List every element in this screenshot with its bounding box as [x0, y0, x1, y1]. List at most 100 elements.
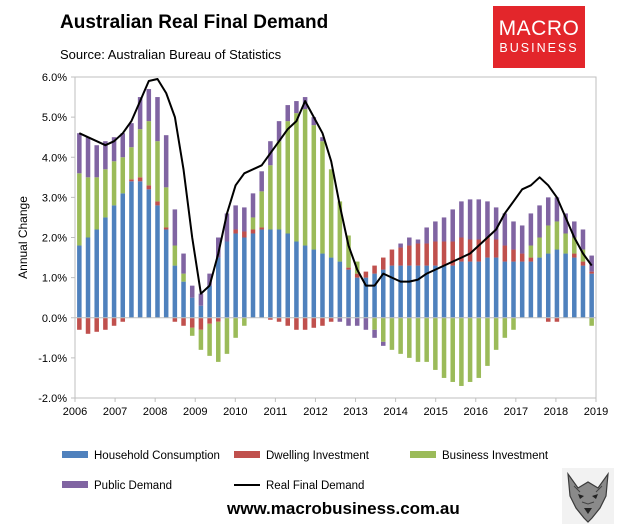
bar-public-demand	[129, 123, 134, 148]
bar-household-consumption	[572, 257, 577, 318]
bar-dwelling-investment	[433, 241, 438, 266]
bar-public-demand	[572, 221, 577, 238]
bar-dwelling-investment	[181, 317, 186, 326]
bar-dwelling-investment	[372, 265, 377, 274]
bar-dwelling-investment	[163, 227, 169, 230]
bar-public-demand	[563, 213, 568, 234]
bar-dwelling-investment	[207, 317, 212, 324]
bar-public-demand	[554, 197, 560, 222]
bar-business-investment	[554, 221, 560, 250]
bar-household-consumption	[216, 257, 221, 318]
bar-business-investment	[493, 317, 499, 350]
bar-public-demand	[580, 229, 586, 250]
bar-business-investment	[276, 141, 282, 230]
bar-household-consumption	[554, 249, 560, 318]
bar-business-investment	[580, 249, 586, 262]
macrobusiness-logo[interactable]: MACRO BUSINESS	[493, 6, 585, 68]
bar-household-consumption	[372, 273, 377, 318]
bar-dwelling-investment	[268, 317, 273, 320]
bar-household-consumption	[294, 241, 299, 318]
bar-dwelling-investment	[85, 317, 91, 334]
x-tick-label: 2017	[504, 406, 528, 418]
bar-public-demand	[233, 205, 238, 230]
bar-business-investment	[146, 121, 152, 186]
y-tick-label: 4.0%	[42, 152, 67, 164]
y-tick-label: 2.0%	[42, 233, 67, 245]
footer-url[interactable]: www.macrobusiness.com.au	[227, 499, 460, 518]
bar-household-consumption	[77, 245, 82, 318]
bar-public-demand	[111, 137, 117, 162]
bar-household-consumption	[511, 261, 516, 318]
bar-public-demand	[519, 225, 525, 254]
bar-public-demand	[207, 273, 212, 286]
x-tick-label: 2015	[423, 406, 447, 418]
plot-area	[74, 76, 597, 399]
bar-business-investment	[346, 235, 351, 268]
bar-public-demand	[285, 105, 290, 122]
bar-dwelling-investment	[363, 271, 369, 278]
bar-business-investment	[415, 317, 421, 362]
bar-public-demand	[528, 213, 534, 246]
bar-household-consumption	[346, 269, 351, 318]
bar-dwelling-investment	[424, 243, 429, 266]
line-real-final-demand	[78, 78, 593, 295]
y-tick-label: 5.0%	[42, 112, 67, 124]
x-tick-label: 2007	[103, 406, 127, 418]
y-tick-label: -1.0%	[38, 353, 67, 365]
bar-business-investment	[94, 177, 99, 230]
bar-public-demand	[311, 117, 317, 126]
bar-household-consumption	[103, 217, 108, 318]
bar-dwelling-investment	[580, 261, 586, 266]
bar-business-investment	[485, 317, 490, 366]
bar-business-investment	[172, 245, 178, 266]
bar-dwelling-investment	[441, 241, 447, 266]
bar-public-demand	[381, 341, 386, 346]
bar-dwelling-investment	[276, 317, 282, 322]
bar-business-investment	[233, 317, 238, 338]
bar-public-demand	[450, 209, 455, 242]
bar-household-consumption	[580, 265, 586, 318]
bar-public-demand	[224, 213, 230, 242]
bar-household-consumption	[320, 253, 325, 318]
bar-business-investment	[155, 141, 160, 202]
bar-dwelling-investment	[294, 317, 299, 330]
bar-business-investment	[511, 317, 516, 330]
bar-household-consumption	[224, 241, 230, 318]
bar-public-demand	[424, 227, 429, 244]
bar-public-demand	[320, 137, 325, 142]
bar-household-consumption	[450, 265, 455, 318]
bar-household-consumption	[172, 265, 178, 318]
bar-public-demand	[407, 237, 412, 246]
bar-business-investment	[285, 121, 290, 234]
bar-household-consumption	[94, 229, 99, 318]
bar-public-demand	[103, 141, 108, 170]
bar-business-investment	[502, 317, 508, 338]
bar-public-demand	[137, 97, 143, 130]
bar-public-demand	[545, 197, 551, 226]
bar-business-investment	[441, 317, 447, 378]
bar-public-demand	[433, 221, 438, 242]
bar-public-demand	[181, 253, 186, 274]
bar-household-consumption	[381, 269, 386, 318]
x-tick-label: 2016	[464, 406, 488, 418]
bar-dwelling-investment	[459, 237, 464, 262]
bar-dwelling-investment	[545, 317, 551, 322]
bar-public-demand	[85, 137, 91, 178]
bar-household-consumption	[493, 257, 499, 318]
bar-public-demand	[77, 133, 82, 174]
bar-business-investment	[268, 165, 273, 230]
bar-household-consumption	[528, 261, 534, 318]
bar-dwelling-investment	[172, 317, 178, 322]
x-tick-label: 2019	[584, 406, 608, 418]
bar-dwelling-investment	[320, 317, 325, 326]
bar-public-demand	[259, 171, 264, 192]
bar-public-demand	[216, 237, 221, 258]
bar-dwelling-investment	[137, 177, 143, 182]
x-tick-label: 2009	[183, 406, 207, 418]
bar-business-investment	[77, 173, 82, 246]
bar-public-demand	[346, 317, 351, 326]
bar-public-demand	[441, 217, 447, 242]
bar-dwelling-investment	[94, 317, 99, 332]
bar-business-investment	[250, 217, 256, 230]
y-tick-label: 6.0%	[42, 72, 67, 84]
